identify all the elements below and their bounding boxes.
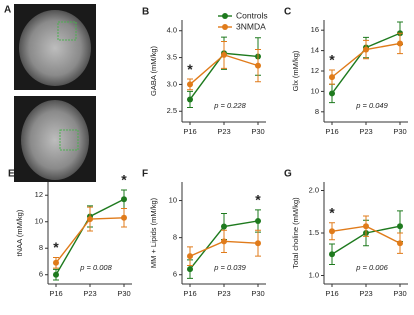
data-point: [397, 223, 403, 230]
p-value: p = 0.006: [355, 263, 388, 272]
y-tick-label: 6: [173, 270, 177, 279]
data-point: [363, 223, 369, 230]
y-tick-label: 3.5: [167, 53, 177, 62]
data-point: [53, 259, 59, 266]
x-tick-label: P23: [217, 127, 230, 136]
x-tick-label: P30: [117, 289, 130, 298]
data-point: [255, 217, 261, 224]
x-tick-label: P30: [251, 289, 264, 298]
x-tick-label: P30: [393, 289, 406, 298]
x-tick-label: P16: [325, 127, 338, 136]
mri-brain: [19, 10, 91, 86]
y-tick-label: 12: [311, 66, 319, 75]
x-tick-label: P30: [393, 127, 406, 136]
y-axis-label: tNAA (mM/kg): [15, 209, 24, 256]
legend-label: Controls: [236, 10, 268, 20]
p-value: p = 0.039: [213, 263, 246, 272]
legend-marker: [222, 24, 228, 30]
y-axis-label: Glx (mM/kg): [291, 50, 300, 91]
panel-label: G: [284, 169, 292, 180]
significance: *: [255, 192, 261, 208]
voxel: [59, 129, 79, 151]
panel-label: E: [8, 169, 15, 180]
significance: *: [329, 205, 335, 221]
data-point: [397, 40, 403, 47]
data-point: [255, 62, 261, 69]
data-point: [187, 81, 193, 88]
data-point: [87, 216, 93, 223]
x-tick-label: P16: [183, 289, 196, 298]
significance: *: [53, 239, 59, 255]
data-point: [121, 196, 127, 203]
y-tick-label: 8: [39, 243, 43, 252]
y-tick-label: 8: [315, 107, 319, 116]
significance: *: [329, 52, 335, 68]
panel-label: F: [142, 169, 148, 180]
panel-label: A: [4, 5, 11, 16]
y-tick-label: 2.0: [309, 185, 319, 194]
data-point: [187, 266, 193, 273]
mri-brain: [21, 100, 89, 180]
panel-label: C: [284, 7, 291, 18]
voxel: [57, 21, 77, 41]
y-tick-label: 4.0: [167, 26, 177, 35]
significance: *: [187, 61, 193, 77]
y-tick-label: 3.0: [167, 79, 177, 88]
y-axis-label: GABA (mM/kg): [149, 45, 158, 96]
data-point: [53, 271, 59, 278]
y-tick-label: 8: [173, 233, 177, 242]
data-point: [329, 90, 335, 97]
y-tick-label: 12: [35, 190, 43, 199]
data-point: [121, 214, 127, 221]
y-tick-label: 10: [311, 86, 319, 95]
data-point: [363, 46, 369, 53]
x-tick-label: P16: [183, 127, 196, 136]
data-point: [221, 238, 227, 245]
y-tick-label: 10: [169, 196, 177, 205]
p-value: p = 0.228: [213, 101, 246, 110]
data-point: [221, 223, 227, 230]
y-tick-label: 16: [311, 25, 319, 34]
x-tick-label: P23: [359, 289, 372, 298]
y-axis-label: Total choline (mM/kg): [291, 197, 300, 269]
panel-label: B: [142, 7, 149, 18]
x-tick-label: P23: [217, 289, 230, 298]
significance: *: [121, 172, 127, 188]
data-point: [187, 96, 193, 103]
legend-marker: [222, 13, 228, 19]
y-tick-label: 1.0: [309, 270, 319, 279]
data-point: [329, 251, 335, 258]
data-point: [329, 74, 335, 81]
p-value: p = 0.049: [355, 101, 388, 110]
y-tick-label: 14: [311, 46, 319, 55]
data-point: [187, 253, 193, 260]
p-value: p = 0.008: [79, 263, 112, 272]
data-point: [329, 228, 335, 235]
y-tick-label: 10: [35, 217, 43, 226]
data-point: [397, 240, 403, 247]
data-point: [221, 51, 227, 58]
x-tick-label: P23: [359, 127, 372, 136]
legend-label: 3NMDA: [236, 21, 266, 31]
y-tick-label: 1.5: [309, 228, 319, 237]
x-tick-label: P30: [251, 127, 264, 136]
data-point: [255, 240, 261, 247]
x-tick-label: P16: [325, 289, 338, 298]
y-tick-label: 6: [39, 270, 43, 279]
y-tick-label: 2.5: [167, 106, 177, 115]
x-tick-label: P23: [83, 289, 96, 298]
x-tick-label: P16: [49, 289, 62, 298]
y-axis-label: MM + Lipids (mM/kg): [149, 197, 158, 268]
